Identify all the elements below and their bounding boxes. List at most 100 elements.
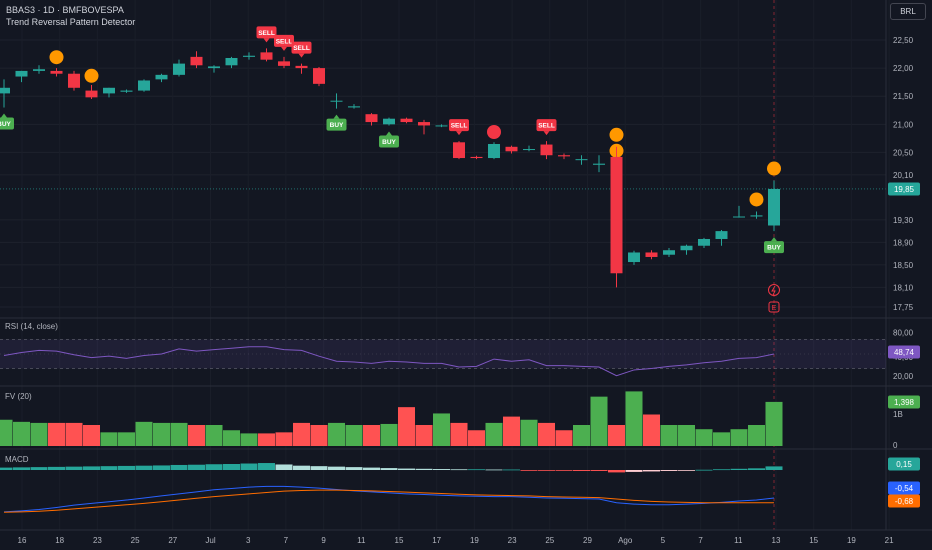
candle-body — [453, 142, 465, 159]
signal-box — [326, 118, 347, 131]
candle-body — [715, 231, 728, 239]
signal-text: BUY — [330, 122, 344, 129]
symbol-title[interactable]: BBAS3 · 1D · BMFBOVESPA — [6, 5, 124, 15]
candle — [733, 205, 745, 218]
candle — [470, 155, 483, 160]
signal-buy: BUY — [764, 237, 784, 254]
volume-bar — [363, 425, 380, 446]
time-tick-label: 15 — [395, 536, 404, 545]
time-axis: 16 18 23 25 27 Jul 3 7 9 11 15 17 19 23 25 29 Ago 5 7 11 13 1… — [18, 536, 895, 545]
volume-bar — [13, 421, 30, 446]
macd-hist-bar — [398, 468, 415, 470]
macd-hist-bar — [468, 469, 485, 471]
price-axis: 22,50 22,00 21,50 21,00 20,50 20,10 19,30 18,90… — [893, 36, 914, 450]
candle-body — [505, 146, 518, 152]
candle-body — [85, 90, 98, 98]
candle-body — [470, 156, 483, 159]
macd-hist-bar — [450, 469, 468, 471]
candle-body — [33, 69, 45, 71]
candle — [173, 59, 185, 77]
signal-pointer — [771, 237, 777, 242]
macd-hist-bar — [293, 465, 310, 470]
lightning-bolt-icon — [771, 285, 776, 296]
signal-text: BUY — [767, 245, 781, 252]
last-price-badge: 19,85 — [888, 182, 920, 196]
signal-box — [291, 41, 312, 54]
price-candles[interactable] — [0, 48, 780, 288]
volume-bar — [503, 416, 520, 446]
candle-body — [645, 252, 658, 257]
time-tick-label: 23 — [93, 536, 102, 545]
volume-bar — [345, 425, 363, 446]
currency-button[interactable]: BRL — [890, 3, 926, 20]
macd-line-badge-text: -0,54 — [895, 484, 914, 493]
volume-bar — [83, 425, 100, 446]
macd-hist-bar — [0, 467, 13, 470]
time-tick-label: 27 — [168, 536, 177, 545]
pane-separators — [0, 0, 932, 531]
time-tick-label: 21 — [885, 536, 894, 545]
macd-hist-bar — [275, 464, 293, 470]
signal-sell: SELL — [449, 119, 469, 136]
volume-bar — [310, 425, 328, 446]
volume-bar — [188, 425, 205, 446]
time-tick-label: 25 — [131, 536, 140, 545]
pattern-marker-icon — [84, 68, 99, 83]
candle — [698, 237, 710, 248]
candle-body — [698, 238, 710, 246]
time-tick-label: Ago — [618, 536, 633, 545]
signal-pointer — [333, 114, 340, 119]
macd-label[interactable]: MACD — [5, 455, 29, 464]
macd-hist-bar — [678, 470, 695, 471]
volume-tick-label: 1B — [893, 410, 903, 419]
signal-text: SELL — [258, 30, 275, 37]
signal-text: SELL — [276, 38, 293, 45]
candle — [313, 66, 325, 87]
lightning-icon — [768, 284, 780, 296]
candle-body — [523, 149, 535, 151]
time-tick-label: 19 — [847, 536, 856, 545]
macd-hist-bar — [310, 466, 328, 470]
candle-body — [138, 80, 150, 91]
volume-bar — [0, 419, 13, 446]
pattern-marker-icon — [49, 50, 64, 65]
price-tick-label: 22,50 — [893, 36, 914, 45]
candle-body — [733, 216, 745, 218]
candle — [418, 119, 430, 135]
volume-bar — [643, 414, 660, 446]
volume-value-badge-bg — [888, 395, 920, 409]
macd-hist-bar — [83, 466, 100, 470]
last-price-badge-text: 19,85 — [894, 185, 915, 194]
volume-bar — [415, 425, 433, 446]
candle — [383, 117, 395, 126]
volume-bar — [538, 422, 555, 446]
macd-hist-bar — [695, 469, 713, 471]
candle-body — [575, 159, 588, 161]
signal-box — [449, 119, 469, 132]
candle-body — [68, 73, 80, 88]
candle-body — [348, 106, 360, 108]
candle — [505, 145, 518, 154]
indicator-title[interactable]: Trend Reversal Pattern Detector — [6, 17, 136, 27]
time-tick-label: Jul — [205, 536, 215, 545]
time-tick-label: 18 — [55, 536, 64, 545]
candle — [120, 89, 133, 93]
macd-hist-bar — [100, 466, 118, 470]
candle-body — [488, 143, 500, 159]
candle — [523, 145, 535, 152]
candle-body — [15, 70, 28, 77]
candle — [208, 65, 220, 73]
candle-body — [400, 118, 413, 123]
candle-body — [225, 57, 238, 66]
candle — [645, 250, 658, 260]
volume-label[interactable]: FV (20) — [5, 392, 32, 401]
signal-pointer — [543, 131, 550, 136]
macd-hist-bar — [118, 465, 135, 470]
rsi-label[interactable]: RSI (14, close) — [5, 322, 58, 331]
rsi-value-badge-text: 48,74 — [894, 348, 915, 357]
macd-hist-bar — [135, 465, 153, 470]
volume-value-badge: 1,398 — [888, 395, 920, 409]
candle — [33, 65, 45, 74]
macd-hist-bar — [625, 470, 643, 472]
